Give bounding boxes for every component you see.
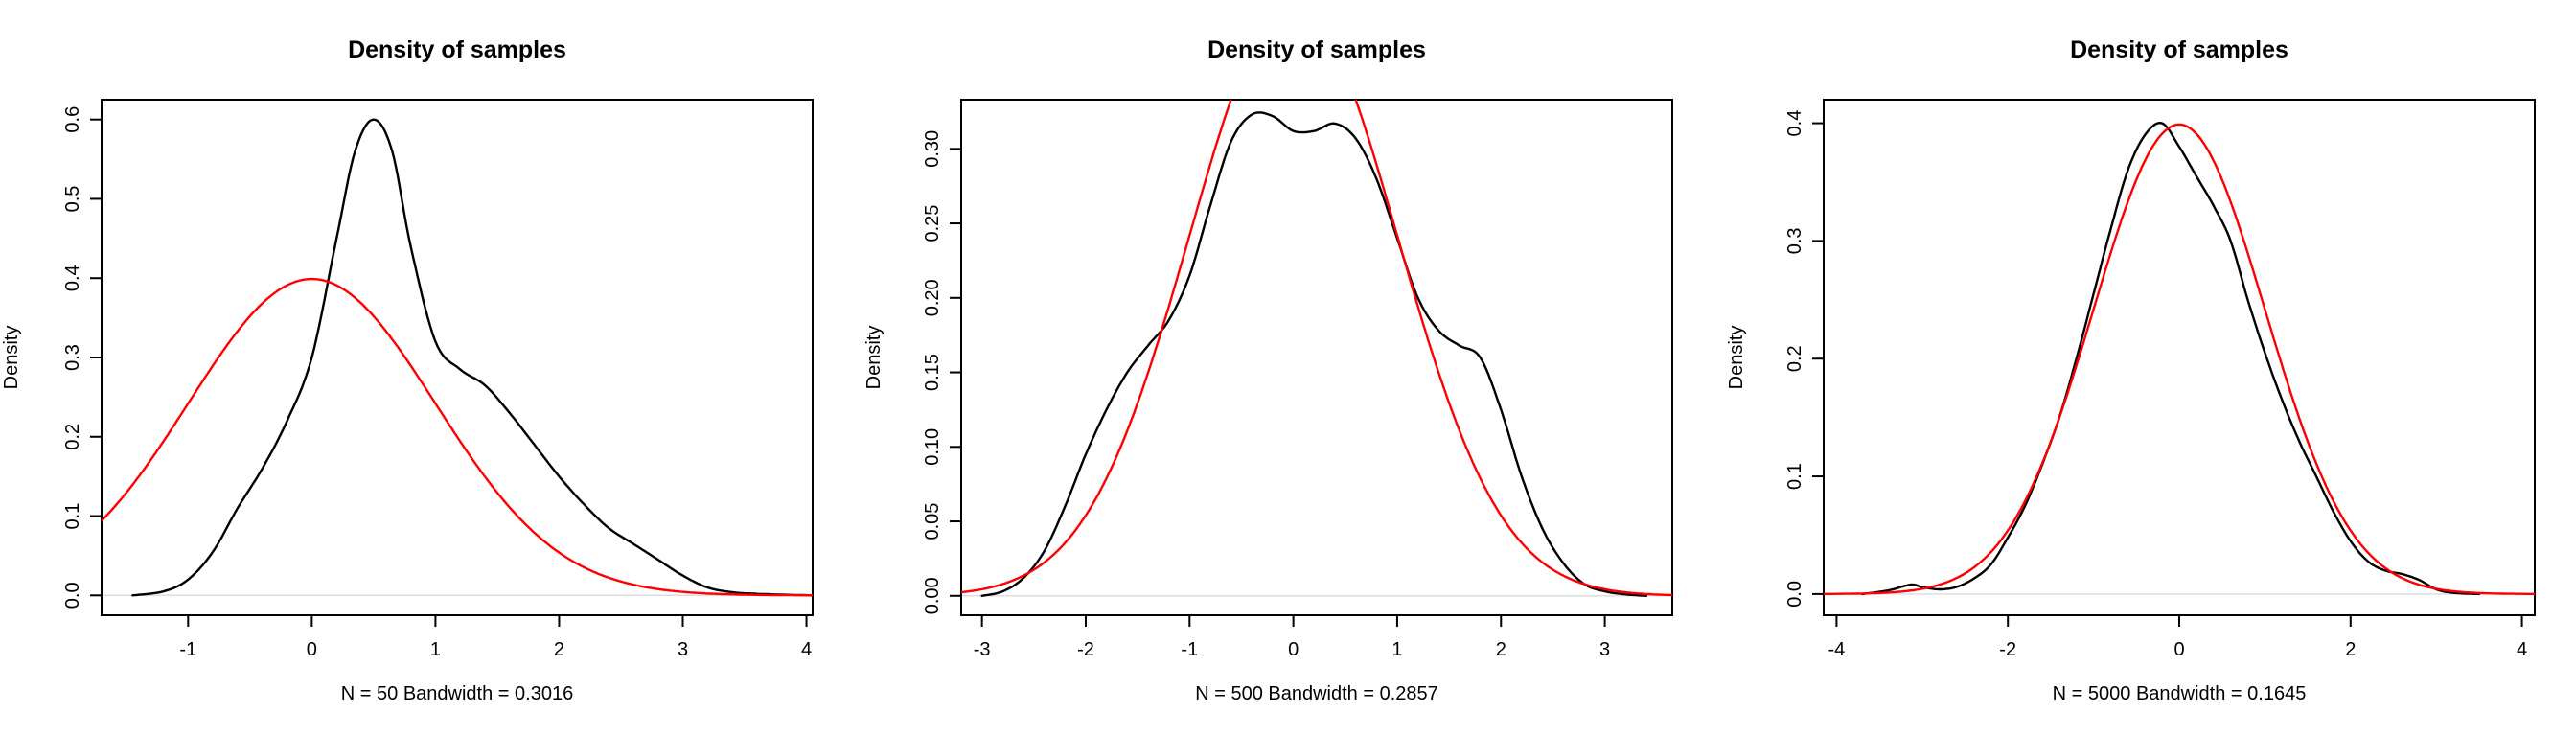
y-tick-label: 0.25 xyxy=(922,205,943,242)
density-panel-3: -4 -2 0 2 4 0.0 0.1 0.2 0.3 0.4 Density of samples… xyxy=(1726,36,2536,704)
chart-title: Density of samples xyxy=(1208,36,1426,63)
series-group xyxy=(102,118,813,597)
y-tick-label: 0.1 xyxy=(1784,463,1806,490)
y-axis-label: Density xyxy=(1726,326,1747,390)
density-panel-1: -1 0 1 2 3 4 0.0 0.1 0.2 0.3 0.4 0.5 0.6 Density of s… xyxy=(1,36,814,704)
y-tick-label: 0.4 xyxy=(1784,110,1806,137)
y-tick-label: 0.30 xyxy=(922,130,943,168)
x-tick-label: 0 xyxy=(1288,639,1299,660)
plot-frame xyxy=(1823,99,2536,616)
y-tick-label: 0.10 xyxy=(922,428,943,466)
x-tick-label: -1 xyxy=(1181,639,1198,660)
chart-title: Density of samples xyxy=(2070,36,2288,63)
y-tick-label: 0.0 xyxy=(1784,581,1806,608)
x-tick-label: 3 xyxy=(1599,639,1610,660)
x-tick-label: -1 xyxy=(179,639,196,660)
x-tick-label: 4 xyxy=(801,639,812,660)
normal-pdf-line xyxy=(1824,123,2535,595)
normal-pdf-line xyxy=(102,277,813,597)
y-tick-label: 0.20 xyxy=(922,279,943,316)
x-tick-label: 1 xyxy=(1392,639,1402,660)
y-tick-label: 0.5 xyxy=(62,186,83,213)
y-axis-label: Density xyxy=(1,326,22,390)
x-tick-label: -4 xyxy=(1828,639,1846,660)
density-line xyxy=(131,118,813,597)
x-axis-label: N = 500 Bandwidth = 0.2857 xyxy=(1195,683,1438,704)
density-line xyxy=(1861,121,2481,596)
x-tick-label: 3 xyxy=(678,639,688,660)
x-tick-label: 2 xyxy=(1496,639,1506,660)
y-tick-label: 0.05 xyxy=(922,503,943,540)
x-tick-label: 0 xyxy=(307,639,317,660)
x-tick-label: 1 xyxy=(430,639,441,660)
x-tick-label: 2 xyxy=(2345,639,2356,660)
x-tick-label: 4 xyxy=(2517,639,2527,660)
plot-frame xyxy=(101,99,814,616)
y-tick-label: 0.15 xyxy=(922,354,943,391)
density-line xyxy=(980,111,1648,597)
x-axis: -4 -2 0 2 4 xyxy=(1828,614,2527,660)
y-axis: 0.0 0.1 0.2 0.3 0.4 0.5 0.6 xyxy=(62,106,103,609)
y-tick-label: 0.3 xyxy=(1784,227,1806,254)
y-tick-label: 0.0 xyxy=(62,582,83,609)
x-tick-label: 0 xyxy=(2174,639,2184,660)
y-tick-label: 0.3 xyxy=(62,344,83,371)
chart-title: Density of samples xyxy=(348,36,566,63)
x-tick-label: -2 xyxy=(1077,639,1094,660)
y-axis: 0.0 0.1 0.2 0.3 0.4 xyxy=(1784,110,1825,608)
y-tick-label: 0.00 xyxy=(922,577,943,614)
x-axis-label: N = 5000 Bandwidth = 0.1645 xyxy=(2053,683,2307,704)
y-axis-label: Density xyxy=(863,326,885,390)
x-tick-label: -2 xyxy=(1999,639,2016,660)
plot-frame xyxy=(960,99,1673,616)
y-tick-label: 0.1 xyxy=(62,503,83,530)
x-axis-label: N = 50 Bandwidth = 0.3016 xyxy=(341,683,573,704)
y-axis: 0.00 0.05 0.10 0.15 0.20 0.25 0.30 xyxy=(922,130,962,614)
x-axis: -3 -2 -1 0 1 2 3 xyxy=(974,614,1610,660)
normal-pdf-line xyxy=(961,100,1672,597)
series-group xyxy=(961,100,1672,597)
y-tick-label: 0.6 xyxy=(62,106,83,133)
density-panel-2: -3 -2 -1 0 1 2 3 0.00 0.05 0.10 0.15 0.20 0.25 0.30 De… xyxy=(863,36,1673,704)
x-axis: -1 0 1 2 3 4 xyxy=(179,614,812,660)
x-tick-label: -3 xyxy=(974,639,991,660)
y-tick-label: 0.2 xyxy=(62,424,83,450)
x-tick-label: 2 xyxy=(554,639,564,660)
y-tick-label: 0.2 xyxy=(1784,345,1806,372)
y-tick-label: 0.4 xyxy=(62,264,83,291)
series-group xyxy=(1824,121,2535,596)
